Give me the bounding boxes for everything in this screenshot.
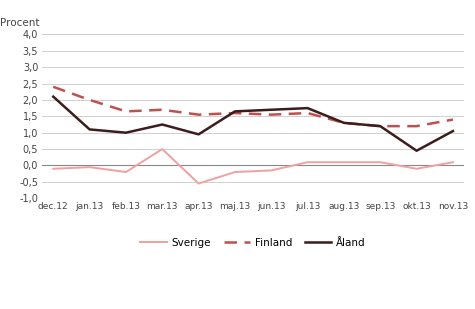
Legend: Sverige, Finland, Åland: Sverige, Finland, Åland	[136, 234, 370, 252]
Text: Procent: Procent	[0, 18, 40, 28]
